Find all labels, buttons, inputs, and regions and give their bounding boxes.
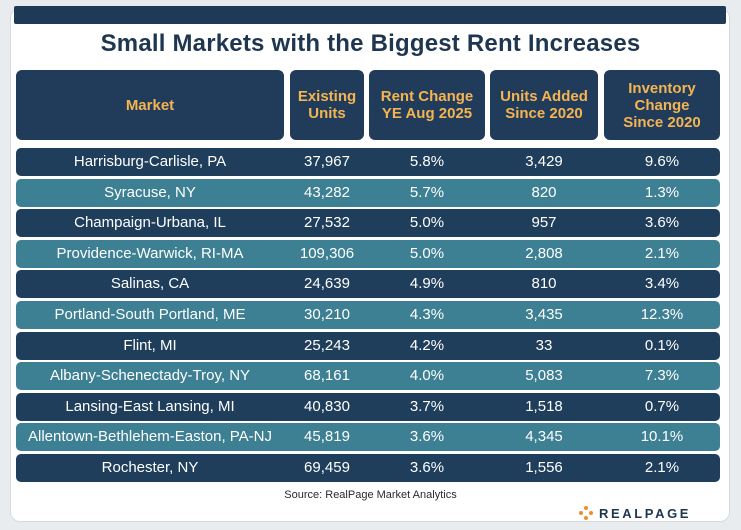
value-cell: 1.3% <box>644 184 680 201</box>
value-cell: 2,808 <box>525 245 563 262</box>
value-cell: 25,243 <box>304 337 350 354</box>
value-cell: 3.4% <box>644 275 680 292</box>
column-header-1: Existing Units <box>290 70 364 140</box>
market-name-cell: Syracuse, NY <box>104 184 196 201</box>
value-cell: 3.6% <box>409 459 445 476</box>
table-row: Lansing-East Lansing, MI 40,830 3.7% 1,518 0… <box>16 393 720 421</box>
value-cell: 27,532 <box>304 214 350 231</box>
value-cell: 0.7% <box>644 398 680 415</box>
table-row: Portland-South Portland, ME 30,210 4.3% 3,4… <box>16 301 720 329</box>
value-cell: 9.6% <box>644 153 680 170</box>
value-cell: 43,282 <box>304 184 350 201</box>
top-banner-bar <box>14 6 726 24</box>
column-header-4: Inventory Change Since 2020 <box>604 70 720 140</box>
value-cell: 40,830 <box>304 398 350 415</box>
value-cell: 810 <box>531 275 557 292</box>
value-cell: 109,306 <box>299 245 355 262</box>
value-cell: 4.2% <box>409 337 445 354</box>
market-name-cell: Rochester, NY <box>101 459 199 476</box>
value-cell: 69,459 <box>304 459 350 476</box>
value-cell: 5.7% <box>409 184 445 201</box>
column-header-0: Market <box>16 70 284 140</box>
market-name-cell: Portland-South Portland, ME <box>54 306 246 323</box>
value-cell: 3.6% <box>409 428 445 445</box>
table-row: Providence-Warwick, RI-MA 109,306 5.0% 2,80… <box>16 240 720 268</box>
value-cell: 820 <box>531 184 557 201</box>
value-cell: 5.0% <box>409 245 445 262</box>
table-row: Rochester, NY 69,459 3.6% 1,556 2.1% <box>16 454 720 482</box>
source-note: Source: RealPage Market Analytics <box>284 489 457 501</box>
value-cell: 1,518 <box>525 398 563 415</box>
value-cell: 0.1% <box>644 337 680 354</box>
value-cell: 10.1% <box>640 428 684 445</box>
value-cell: 45,819 <box>304 428 350 445</box>
value-cell: 5,083 <box>525 367 563 384</box>
value-cell: 3.7% <box>409 398 445 415</box>
value-cell: 4.9% <box>409 275 445 292</box>
realpage-dots-logo-icon <box>578 506 594 520</box>
value-cell: 5.8% <box>409 153 445 170</box>
value-cell: 4.3% <box>409 306 445 323</box>
market-name-cell: Harrisburg-Carlisle, PA <box>73 153 227 170</box>
value-cell: 33 <box>535 337 553 354</box>
value-cell: 68,161 <box>304 367 350 384</box>
value-cell: 3,435 <box>525 306 563 323</box>
market-name-cell: Allentown-Bethlehem-Easton, PA-NJ <box>28 428 272 445</box>
value-cell: 30,210 <box>304 306 350 323</box>
column-header-3: Units Added Since 2020 <box>490 70 598 140</box>
value-cell: 1,556 <box>525 459 563 476</box>
value-cell: 2.1% <box>644 459 680 476</box>
market-name-cell: Champaign-Urbana, IL <box>74 214 226 231</box>
logo-text: REALPAGE <box>599 505 692 521</box>
table-row: Albany-Schenectady-Troy, NY 68,161 4.0% 5,0… <box>16 362 720 390</box>
table-row: Allentown-Bethlehem-Easton, PA-NJ 45,819 3… <box>16 423 720 451</box>
table-title: Small Markets with the Biggest Rent Incr… <box>100 30 641 57</box>
table-row: Flint, MI 25,243 4.2% 33 0.1% <box>16 332 720 360</box>
value-cell: 4,345 <box>525 428 563 445</box>
value-cell: 37,967 <box>304 153 350 170</box>
value-cell: 4.0% <box>409 367 445 384</box>
table-row: Salinas, CA 24,639 4.9% 810 3.4% <box>16 270 720 298</box>
market-name-cell: Flint, MI <box>123 337 177 354</box>
table-row: Champaign-Urbana, IL 27,532 5.0% 957 3.6% <box>16 209 720 237</box>
value-cell: 2.1% <box>644 245 680 262</box>
realpage-logo: REALPAGE <box>578 505 691 521</box>
market-name-cell: Providence-Warwick, RI-MA <box>56 245 244 262</box>
table-row: Syracuse, NY 43,282 5.7% 820 1.3% <box>16 179 720 207</box>
value-cell: 7.3% <box>644 367 680 384</box>
market-name-cell: Salinas, CA <box>110 275 190 292</box>
market-name-cell: Albany-Schenectady-Troy, NY <box>49 367 251 384</box>
market-name-cell: Lansing-East Lansing, MI <box>65 398 235 415</box>
table-row: Harrisburg-Carlisle, PA 37,967 5.8% 3,429 9.… <box>16 148 720 176</box>
value-cell: 3,429 <box>525 153 563 170</box>
value-cell: 24,639 <box>304 275 350 292</box>
value-cell: 3.6% <box>644 214 680 231</box>
column-header-2: Rent Change YE Aug 2025 <box>369 70 485 140</box>
value-cell: 12.3% <box>640 306 684 323</box>
value-cell: 957 <box>531 214 557 231</box>
value-cell: 5.0% <box>409 214 445 231</box>
